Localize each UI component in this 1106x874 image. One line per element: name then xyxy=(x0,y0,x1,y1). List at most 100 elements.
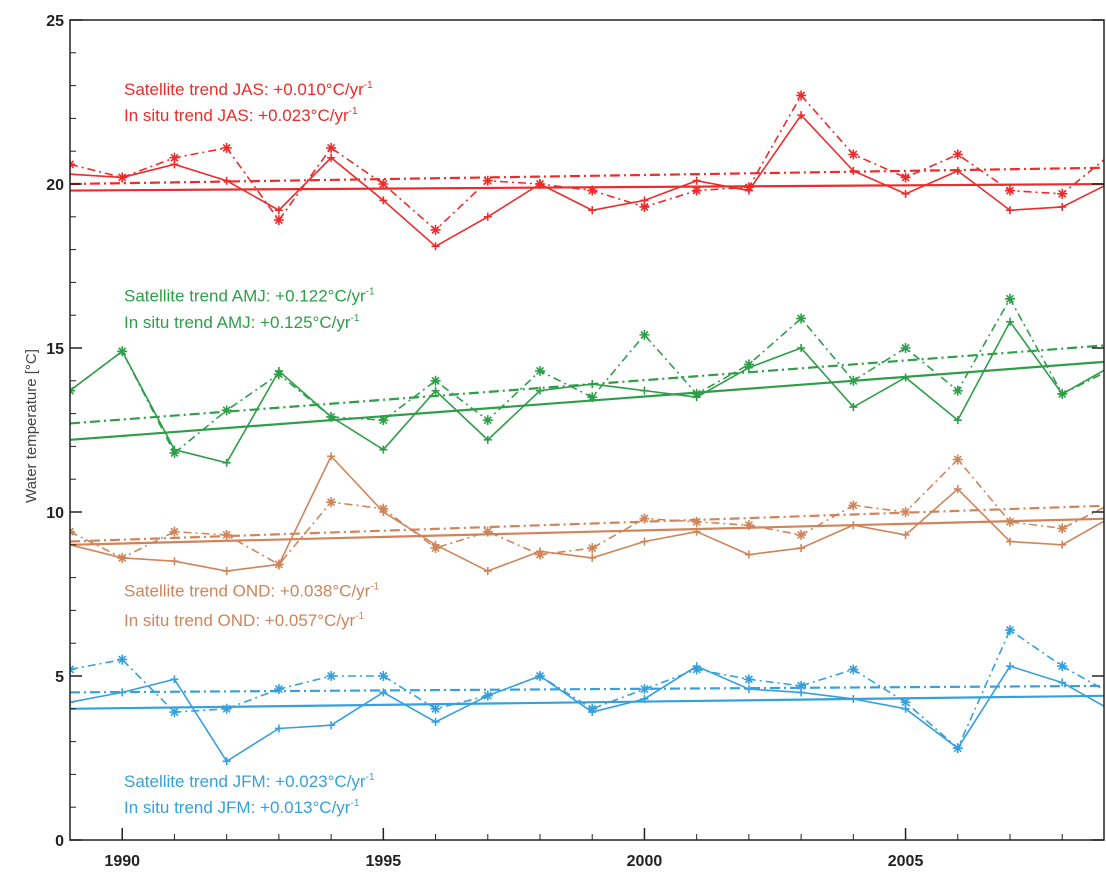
in-situ-point-jfm xyxy=(691,664,702,675)
in-situ-point-amj xyxy=(482,415,493,426)
in-situ-point-amj xyxy=(430,375,441,386)
satellite-point-jas xyxy=(327,153,336,162)
axes: 0 5 10 15 20 25 1990 1995 2000 2005 xyxy=(46,13,1105,870)
in-situ-point-amj xyxy=(326,411,337,422)
satellite-point-jfm xyxy=(744,685,753,694)
satellite-point-jas xyxy=(431,242,440,251)
in-situ-trend-label-jas: In situ trend JAS: +0.023°C/yr-1 xyxy=(124,106,358,125)
satellite-point-ond xyxy=(222,567,231,576)
y-tick-label: 0 xyxy=(55,833,64,850)
in-situ-point-ond xyxy=(169,526,180,537)
in-situ-point-jfm xyxy=(273,684,284,695)
in-situ-trend-label-amj: In situ trend AMJ: +0.125°C/yr-1 xyxy=(124,313,360,332)
in-situ-point-amj xyxy=(743,359,754,370)
in-situ-point-jas xyxy=(482,175,493,186)
satellite-point-ond xyxy=(692,527,701,536)
y-tick-label: 20 xyxy=(46,177,64,194)
in-situ-point-ond xyxy=(430,543,441,554)
satellite-trend-line-ond xyxy=(70,517,1104,546)
in-situ-point-ond xyxy=(587,543,598,554)
in-situ-point-jfm xyxy=(848,664,859,675)
in-situ-point-ond xyxy=(743,520,754,531)
satellite-point-amj xyxy=(640,386,649,395)
satellite-trend-line-amj xyxy=(70,360,1104,441)
x-tick-label: 2000 xyxy=(627,853,663,870)
in-situ-point-jfm xyxy=(535,671,545,681)
y-tick-label: 10 xyxy=(46,505,64,522)
satellite-point-jfm xyxy=(170,675,179,684)
satellite-point-ond xyxy=(953,485,962,494)
in-situ-point-amj xyxy=(273,369,284,380)
in-situ-point-amj xyxy=(900,343,911,353)
in-situ-point-jfm xyxy=(743,674,754,685)
plot-frame xyxy=(69,19,1105,841)
in-situ-point-ond xyxy=(378,503,389,514)
in-situ-trend-line-ond xyxy=(70,504,1104,543)
in-situ-point-jas xyxy=(1057,188,1068,199)
satellite-trend-label-jfm: Satellite trend JFM: +0.023°C/yr-1 xyxy=(124,772,375,791)
in-situ-point-jas xyxy=(587,185,598,196)
in-situ-point-jfm xyxy=(587,703,598,714)
in-situ-point-jfm xyxy=(117,654,128,665)
in-situ-point-jfm xyxy=(482,690,493,701)
in-situ-point-amj xyxy=(169,447,180,458)
in-situ-point-jas xyxy=(430,224,441,235)
satellite-point-jfm xyxy=(1006,662,1014,671)
satellite-point-jas xyxy=(849,166,858,175)
in-situ-point-jfm xyxy=(430,703,441,714)
in-situ-series-jfm xyxy=(70,628,1104,750)
in-situ-point-jas xyxy=(743,182,754,193)
satellite-series-ond xyxy=(70,454,1104,572)
satellite-point-jas xyxy=(483,212,492,221)
satellite-point-jfm xyxy=(327,721,336,730)
satellite-point-jfm xyxy=(640,694,649,703)
in-situ-point-jfm xyxy=(796,680,807,691)
in-situ-trend-line-jfm xyxy=(70,684,1104,694)
satellite-point-jas xyxy=(692,176,701,185)
satellite-point-jfm xyxy=(379,688,388,697)
satellite-series-amj xyxy=(70,320,1104,464)
satellite-point-ond xyxy=(744,550,753,559)
satellite-point-jas xyxy=(70,170,74,179)
in-situ-point-amj xyxy=(639,329,650,340)
in-situ-point-jfm xyxy=(326,671,337,681)
in-situ-point-jas xyxy=(1005,185,1015,196)
x-tick-label: 1990 xyxy=(104,853,140,870)
in-situ-point-ond xyxy=(117,552,128,563)
in-situ-point-jas xyxy=(378,179,389,189)
in-situ-point-jas xyxy=(848,149,859,160)
satellite-trend-label-jas: Satellite trend JAS: +0.010°C/yr-1 xyxy=(124,80,373,99)
in-situ-point-jas xyxy=(326,142,337,153)
in-situ-point-jas xyxy=(639,201,650,212)
in-situ-point-amj xyxy=(221,405,232,416)
y-tick-label: 5 xyxy=(55,669,64,686)
satellite-point-amj xyxy=(536,386,544,395)
in-situ-point-jas xyxy=(117,172,128,183)
satellite-point-amj xyxy=(379,445,388,454)
satellite-point-jas xyxy=(797,111,806,120)
in-situ-point-amj xyxy=(535,365,545,376)
in-situ-point-ond xyxy=(326,497,337,508)
satellite-trend-line-jas xyxy=(70,182,1104,192)
in-situ-point-jfm xyxy=(1005,625,1015,636)
in-situ-point-ond xyxy=(952,454,963,465)
in-situ-point-ond xyxy=(1057,523,1068,534)
in-situ-point-jas xyxy=(535,179,545,189)
satellite-point-ond xyxy=(170,557,179,566)
in-situ-point-ond xyxy=(639,513,650,524)
in-situ-series-ond xyxy=(70,458,1104,566)
satellite-point-jas xyxy=(1058,202,1067,211)
in-situ-point-ond xyxy=(273,559,284,570)
in-situ-point-jfm xyxy=(639,684,650,695)
in-situ-point-ond xyxy=(796,529,807,540)
in-situ-point-jfm xyxy=(378,671,389,681)
in-situ-point-amj xyxy=(1057,388,1068,399)
satellite-point-amj xyxy=(1006,317,1014,326)
in-situ-point-ond xyxy=(848,500,859,511)
satellite-point-jfm xyxy=(274,724,283,733)
in-situ-point-amj xyxy=(848,375,859,386)
in-situ-point-jas xyxy=(221,142,232,153)
x-tick-label: 2005 xyxy=(888,853,924,870)
satellite-point-amj xyxy=(222,458,231,467)
satellite-point-jas xyxy=(1006,206,1014,215)
